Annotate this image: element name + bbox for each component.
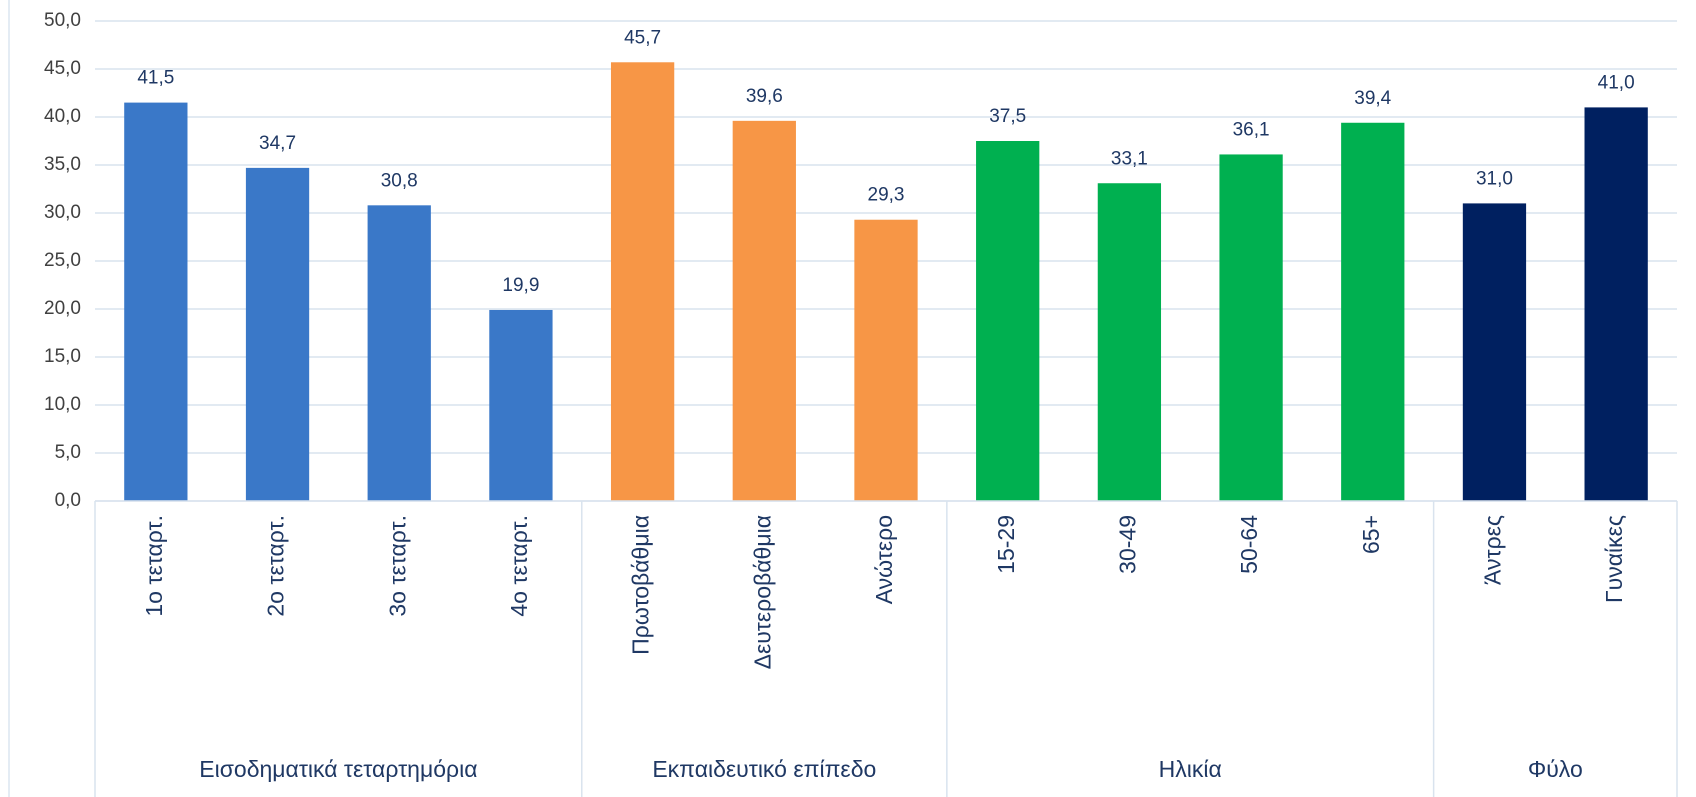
bar [732, 120, 796, 501]
group-label: Ηλικία [1159, 756, 1222, 782]
value-label: 41,5 [137, 68, 174, 89]
value-label: 31,0 [1476, 168, 1513, 189]
bar [367, 205, 431, 501]
y-tick-label: 35,0 [44, 154, 81, 175]
bar [976, 141, 1040, 501]
x-tick-label: 4ο τεταρτ. [506, 515, 532, 617]
y-tick-label: 0,0 [55, 490, 81, 511]
y-tick-label: 45,0 [44, 58, 81, 79]
value-label: 34,7 [259, 133, 296, 154]
bar [854, 219, 918, 501]
value-label: 45,7 [624, 27, 661, 48]
x-tick-label: 15-29 [993, 515, 1019, 574]
bar [489, 309, 553, 501]
value-label: 29,3 [868, 185, 905, 206]
y-tick-label: 40,0 [44, 106, 81, 127]
bar [1341, 122, 1405, 501]
y-tick-label: 25,0 [44, 250, 81, 271]
y-tick-label: 15,0 [44, 346, 81, 367]
bar [1462, 203, 1527, 501]
bar [610, 62, 675, 501]
x-tick-label: 65+ [1358, 515, 1384, 554]
bar [124, 102, 188, 501]
value-label: 39,4 [1354, 88, 1391, 109]
bar [1219, 154, 1283, 501]
group-label: Εκπαιδευτικό επίπεδο [652, 756, 876, 782]
x-tick-label: Δευτεροβάθμια [749, 515, 775, 669]
group-label: Φύλο [1528, 756, 1583, 782]
x-tick-label: Άντρες [1480, 515, 1506, 585]
bar [245, 167, 310, 501]
value-label: 30,8 [381, 170, 418, 191]
value-label: 33,1 [1111, 148, 1148, 169]
x-tick-label: 30-49 [1114, 515, 1140, 574]
y-tick-label: 10,0 [44, 394, 81, 415]
x-tick-label: Πρωτοβάθμια [628, 515, 654, 655]
value-label: 39,6 [746, 86, 783, 107]
group-label: Εισοδηματικά τεταρτημόρια [199, 756, 477, 782]
bar [1584, 107, 1648, 502]
x-tick-label: 50-64 [1236, 515, 1262, 574]
bar [1097, 183, 1162, 502]
x-tick-label: 2ο τεταρτ. [263, 515, 289, 617]
y-tick-label: 30,0 [44, 202, 81, 223]
value-label: 19,9 [502, 275, 539, 296]
x-tick-label: Γυναίκες [1601, 515, 1627, 603]
x-tick-label: 1ο τεταρτ. [141, 515, 167, 617]
value-label: 37,5 [989, 106, 1026, 127]
x-tick-label: 3ο τεταρτ. [384, 515, 410, 617]
value-label: 41,0 [1598, 72, 1635, 93]
value-label: 36,1 [1233, 119, 1270, 140]
y-tick-label: 50,0 [44, 10, 81, 31]
y-tick-label: 5,0 [55, 442, 81, 463]
x-tick-label: Ανώτερο [871, 515, 897, 604]
y-tick-label: 20,0 [44, 298, 81, 319]
